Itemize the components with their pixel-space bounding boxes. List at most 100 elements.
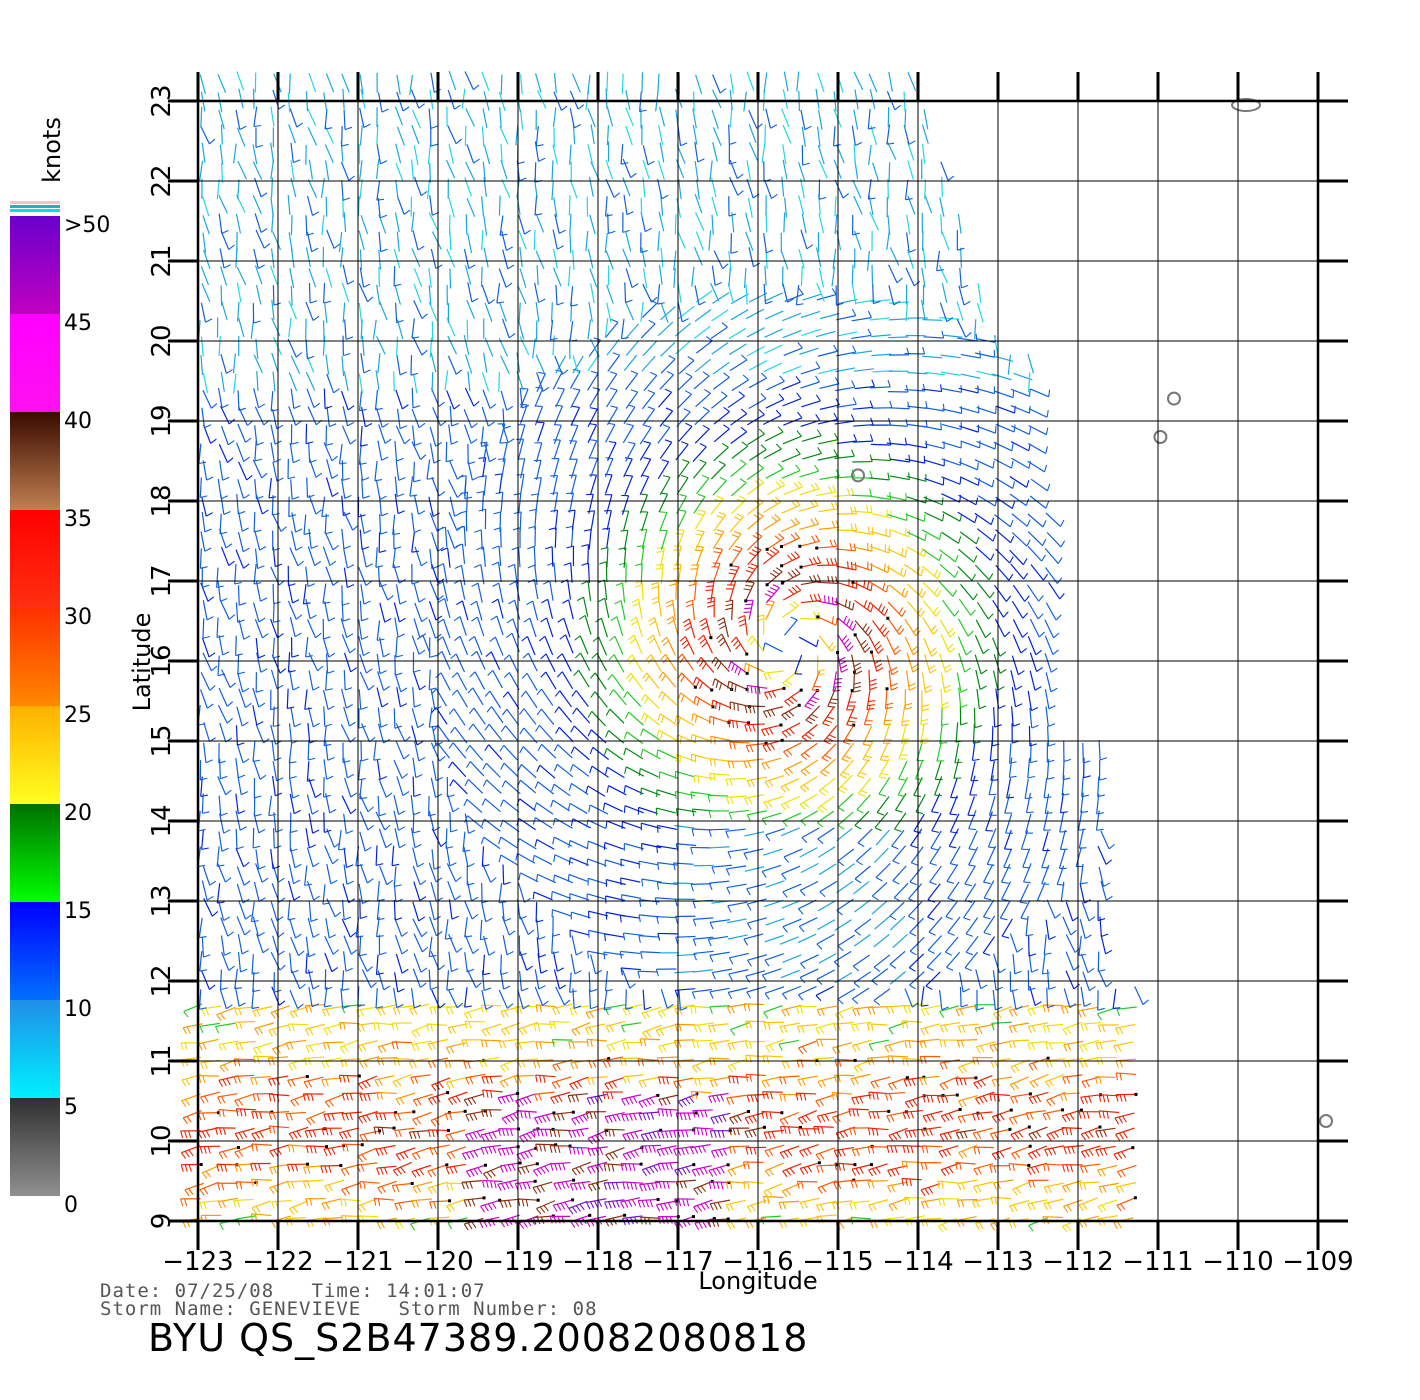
wind-barb	[712, 74, 727, 94]
wind-barb	[747, 477, 765, 495]
wind-barb	[1098, 866, 1111, 887]
wind-barb	[305, 338, 315, 360]
wind-barb	[746, 463, 764, 481]
wind-barb	[655, 968, 677, 977]
wind-barb	[924, 179, 927, 200]
wind-barb	[396, 319, 404, 340]
wind-barb	[395, 1147, 416, 1161]
wind-barb	[411, 425, 422, 446]
wind-barb	[889, 584, 909, 598]
wind-barb	[341, 126, 349, 147]
wind-barb	[373, 1197, 395, 1206]
wind-barb	[394, 672, 408, 693]
wind-barb	[817, 810, 835, 828]
wind-barb	[218, 687, 234, 707]
wind-barb	[693, 1077, 715, 1086]
wind-barb	[359, 267, 371, 288]
wind-barb	[201, 567, 210, 588]
wind-barb	[968, 846, 979, 867]
wind-barb	[822, 706, 835, 727]
wind-barb	[907, 901, 923, 921]
wind-barb	[324, 740, 335, 761]
wind-barb	[778, 1200, 800, 1210]
wind-barb	[436, 636, 451, 656]
wind-barb	[552, 267, 562, 287]
wind-barb	[641, 389, 656, 410]
wind-barb	[554, 213, 566, 235]
wind-barb	[690, 1005, 711, 1014]
wind-barb	[746, 917, 767, 930]
wind-barb	[236, 706, 249, 727]
wind-barb	[940, 371, 961, 376]
wind-barb	[924, 458, 945, 467]
wind-barb	[271, 352, 279, 373]
wind-barb	[629, 616, 643, 637]
wind-barb	[947, 881, 960, 902]
wind-barb	[253, 388, 266, 409]
wind-barb	[306, 388, 321, 408]
wind-barb	[410, 988, 422, 1009]
wind-barb	[622, 1146, 644, 1161]
rain-flag-marker	[745, 687, 749, 691]
wind-barb	[614, 600, 626, 621]
wind-barb	[464, 917, 473, 938]
wind-barb	[712, 127, 722, 147]
wind-barb	[535, 213, 545, 233]
wind-barb	[522, 652, 538, 672]
wind-barb	[568, 195, 571, 216]
wind-barb	[604, 933, 625, 942]
wind-barb	[922, 1110, 943, 1123]
wind-barb	[411, 1198, 432, 1208]
wind-barb	[745, 231, 754, 251]
wind-barb	[289, 617, 302, 638]
rain-flag-marker	[394, 1111, 398, 1115]
wind-barb	[199, 1022, 220, 1034]
wind-barb	[308, 813, 320, 834]
wind-barb	[874, 915, 891, 930]
wind-barb	[941, 476, 962, 485]
wind-barb	[815, 330, 836, 338]
wind-barb	[413, 953, 428, 973]
wind-barb	[763, 1195, 784, 1204]
wind-barb	[1010, 1125, 1031, 1141]
wind-barb	[1079, 1039, 1100, 1053]
wind-barb	[395, 460, 406, 481]
wind-barb	[378, 778, 393, 798]
wind-barb	[1027, 372, 1031, 393]
wind-barb	[411, 124, 420, 145]
wind-barb	[636, 545, 645, 566]
wind-barb	[393, 794, 406, 815]
wind-barb	[378, 424, 392, 444]
wind-barb	[833, 950, 852, 968]
wind-barb	[1030, 388, 1051, 398]
wind-barb	[902, 1057, 923, 1066]
wind-barb	[782, 670, 799, 688]
wind-barb	[815, 539, 838, 550]
wind-barb	[396, 776, 410, 796]
wind-barb	[395, 389, 409, 410]
wind-barb	[711, 214, 714, 235]
wind-barb	[482, 863, 497, 883]
wind-barb	[797, 985, 817, 1001]
wind-barb	[1011, 600, 1029, 619]
wind-barb	[870, 437, 892, 446]
wind-barb	[519, 746, 538, 762]
colorbar-tick-label: >50	[64, 213, 110, 238]
wind-barb	[1012, 1181, 1032, 1196]
wind-barb	[708, 1163, 730, 1177]
wind-barb	[484, 744, 503, 761]
latitude-tick-label: 11	[147, 1044, 177, 1077]
wind-barb	[218, 528, 233, 549]
wind-barb	[480, 1198, 502, 1213]
wind-barb	[991, 1147, 1012, 1161]
wind-barb	[429, 548, 439, 570]
wind-barb	[964, 883, 977, 904]
wind-barb	[518, 302, 521, 323]
rain-flag-marker	[851, 580, 855, 584]
wind-barb	[324, 144, 334, 163]
wind-barb	[324, 302, 328, 324]
wind-barb	[798, 195, 805, 215]
wind-barb	[608, 635, 624, 655]
wind-barb	[219, 513, 228, 535]
